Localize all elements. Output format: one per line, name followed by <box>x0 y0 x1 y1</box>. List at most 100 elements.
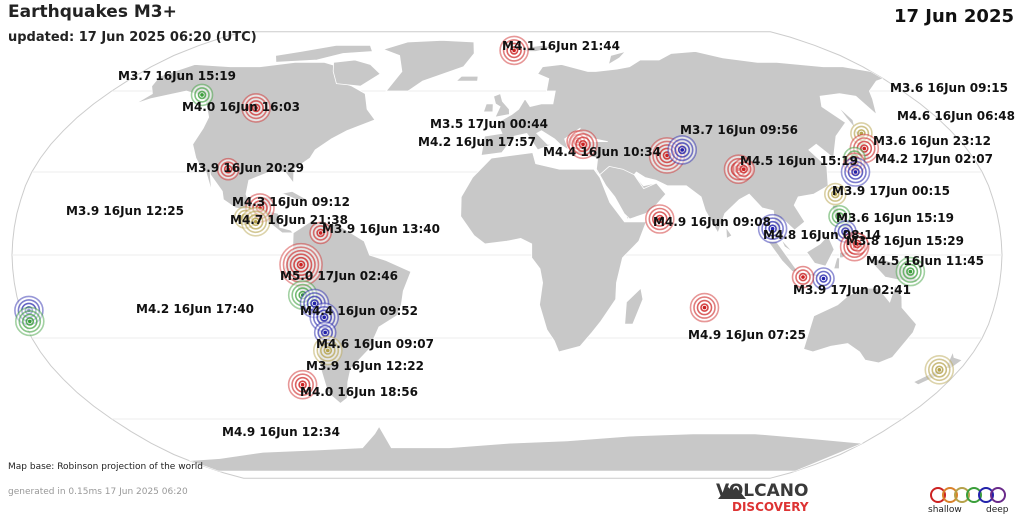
earthquake-ring <box>294 376 311 393</box>
earthquake-ring <box>571 133 595 156</box>
earthquake-ring <box>291 373 314 397</box>
earthquake-epicenter <box>937 368 942 372</box>
earthquake-epicenter <box>512 48 516 53</box>
earthquake-label: M4.2 16Jun 17:40 <box>136 302 254 316</box>
earthquake-ring <box>578 140 588 149</box>
earthquake-label: M3.6 16Jun 15:19 <box>836 211 954 225</box>
earthquake-marker[interactable] <box>924 354 955 385</box>
earthquake-ring <box>670 138 694 162</box>
earthquake-ring <box>575 136 591 153</box>
earthquake-marker[interactable] <box>757 213 788 244</box>
earthquake-marker[interactable] <box>823 182 847 206</box>
earthquake-epicenter <box>908 269 913 274</box>
earthquake-ring <box>251 217 260 227</box>
earthquake-ring <box>286 249 316 280</box>
earthquake-ring <box>319 342 336 359</box>
earthquake-ring <box>298 380 307 390</box>
earthquake-ring <box>835 212 844 221</box>
earthquake-label: M3.9 16Jun 12:22 <box>306 359 424 373</box>
logo-text-volcano: VOLCANO <box>716 481 809 501</box>
earthquake-ring <box>674 142 691 158</box>
earthquake-ring <box>316 228 325 238</box>
earthquake-epicenter <box>801 275 805 279</box>
earthquake-epicenter <box>312 301 317 306</box>
earthquake-marker[interactable] <box>667 135 698 165</box>
earthquake-marker[interactable] <box>689 292 720 323</box>
earthquake-epicenter <box>300 382 305 387</box>
earthquake-ring <box>927 358 951 382</box>
earthquake-ring <box>320 328 330 337</box>
generated-note: generated in 0.15ms 17 Jun 2025 06:20 <box>8 487 188 497</box>
earthquake-ring <box>248 100 264 116</box>
depth-legend-rings <box>930 487 1006 503</box>
earthquake-marker[interactable] <box>241 93 271 123</box>
legend-ring-4 <box>966 487 982 503</box>
earthquake-label: M4.5 16Jun 11:45 <box>866 254 984 268</box>
earthquake-marker[interactable] <box>287 369 318 400</box>
earthquake-epicenter <box>837 214 842 219</box>
earthquake-label: M4.3 16Jun 09:12 <box>232 195 350 209</box>
earthquake-label: M4.7 16Jun 21:38 <box>230 213 348 227</box>
earthquake-label: M3.5 17Jun 00:44 <box>430 117 548 131</box>
earthquake-ring <box>319 312 329 322</box>
volcano-discovery-logo[interactable]: VOLCANO DISCOVERY <box>716 481 836 515</box>
land-masses <box>134 39 964 472</box>
earthquake-ring <box>899 260 922 283</box>
earthquake-epicenter <box>853 170 858 174</box>
earthquake-marker[interactable] <box>216 157 240 181</box>
land-baffin-island <box>332 59 381 87</box>
earthquake-epicenter <box>680 148 684 152</box>
earthquake-ring <box>819 274 828 283</box>
earthquake-marker[interactable] <box>309 221 332 245</box>
earthquake-ring <box>798 272 808 282</box>
land-sakhalin <box>837 106 856 129</box>
legend-ring-2 <box>942 487 958 503</box>
earthquake-marker[interactable] <box>732 157 756 181</box>
earthquake-epicenter <box>326 348 330 353</box>
earthquake-label: M3.6 16Jun 23:12 <box>873 134 991 148</box>
earthquake-marker[interactable] <box>644 204 675 234</box>
earthquake-marker[interactable] <box>840 157 871 187</box>
earthquake-ring <box>244 210 267 234</box>
earthquake-label: M4.9 16Jun 09:08 <box>653 215 771 229</box>
earthquake-epicenter <box>862 146 867 151</box>
earthquake-label: M3.8 16Jun 15:29 <box>846 234 964 248</box>
earthquake-marker[interactable] <box>14 306 45 337</box>
land-borneo <box>806 234 835 267</box>
earthquake-marker[interactable] <box>499 35 529 66</box>
land-arabian-peninsula <box>599 165 667 220</box>
earthquake-marker[interactable] <box>568 129 598 160</box>
earthquake-ring <box>296 260 306 270</box>
earthquake-epicenter <box>741 167 746 171</box>
earthquake-epicenter <box>833 192 838 196</box>
earthquake-marker[interactable] <box>895 256 926 287</box>
earthquake-marker[interactable] <box>845 232 869 256</box>
land-australia <box>803 284 917 364</box>
earthquake-ring <box>223 164 233 174</box>
earthquake-marker[interactable] <box>312 335 343 366</box>
earthquake-marker[interactable] <box>791 265 815 289</box>
earthquake-label: M4.9 16Jun 12:34 <box>222 425 340 439</box>
earthquake-ring <box>768 224 777 233</box>
earthquake-ring <box>934 365 944 375</box>
earthquake-epicenter <box>299 262 303 267</box>
land-madagascar <box>624 287 644 325</box>
earthquake-marker[interactable] <box>190 83 214 107</box>
map-title: Earthquakes M3+ <box>8 2 177 22</box>
earthquake-ring <box>651 211 668 227</box>
earthquake-epicenter <box>821 276 826 281</box>
earthquake-ring <box>506 42 522 59</box>
earthquake-epicenter <box>253 220 258 224</box>
earthquake-ring <box>852 239 862 249</box>
earthquake-marker[interactable] <box>240 207 271 237</box>
earthquake-ring <box>194 87 210 103</box>
updated-timestamp: updated: 17 Jun 2025 06:20 (UTC) <box>8 30 257 45</box>
earthquake-ring <box>323 346 333 355</box>
logo-text-discovery: DISCOVERY <box>732 500 809 514</box>
earthquake-ring <box>841 227 850 236</box>
earthquake-marker[interactable] <box>279 242 323 287</box>
land-africa <box>460 152 647 353</box>
earthquake-epicenter <box>770 226 775 231</box>
